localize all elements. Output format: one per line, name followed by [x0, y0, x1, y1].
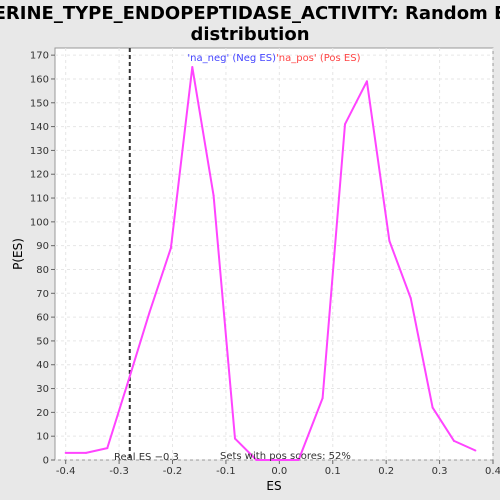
es-data-point: [127, 380, 130, 383]
grid-lines: [55, 48, 494, 461]
es-data-point: [234, 437, 237, 440]
es-data-point: [212, 194, 215, 197]
es-data-point: [191, 66, 194, 69]
y-tick-label: 60: [36, 313, 49, 324]
y-tick-label: 40: [36, 360, 49, 371]
x-tick-label: -0.2: [163, 466, 183, 477]
x-tick-label: 0.1: [325, 466, 341, 477]
es-data-point: [255, 459, 258, 461]
x-tick-label: -0.3: [109, 466, 129, 477]
plot-area: [54, 47, 494, 461]
es-data-point: [388, 239, 391, 242]
es-data-point: [297, 459, 300, 461]
chart-title-line1: SERINE_TYPE_ENDOPEPTIDASE_ACTIVITY: Rand…: [0, 3, 500, 24]
es-data-point: [106, 447, 109, 450]
y-tick-label: 120: [30, 170, 49, 181]
es-data-point: [148, 311, 151, 314]
x-tick-label: -0.1: [216, 466, 236, 477]
x-axis-label: ES: [266, 479, 281, 493]
chart-title-line2: distribution: [190, 24, 309, 45]
es-data-point: [474, 449, 477, 452]
es-data-point: [84, 451, 87, 454]
y-tick-label: 50: [36, 336, 49, 347]
es-data-point: [64, 451, 67, 454]
y-tick-label: 0: [43, 456, 49, 467]
y-tick-label: 160: [30, 74, 49, 85]
es-data-point: [344, 123, 347, 126]
y-tick-label: 140: [30, 122, 49, 133]
pos-scores-annotation: Sets with pos scores: 52%: [220, 451, 351, 462]
y-tick-label: 150: [30, 98, 49, 109]
real-es-annotation: Real ES −0.3: [114, 452, 179, 463]
y-tick-label: 70: [36, 289, 49, 300]
x-tick-label: 0.2: [378, 466, 394, 477]
es-series-line: [65, 66, 476, 461]
y-tick-label: 90: [36, 241, 49, 252]
y-tick-label: 10: [36, 432, 49, 443]
y-axis-label: P(ES): [11, 238, 25, 270]
x-tick-label: -0.4: [56, 466, 76, 477]
es-data-point: [409, 297, 412, 300]
x-tick-label: 0.4: [485, 466, 500, 477]
es-data-point: [276, 459, 279, 461]
y-tick-label: 130: [30, 146, 49, 157]
y-tick-label: 110: [30, 194, 49, 205]
es-data-point: [321, 397, 324, 400]
series-layer: [64, 66, 477, 461]
es-data-point: [365, 80, 368, 83]
legend-neg-label: 'na_neg' (Neg ES): [187, 53, 276, 64]
y-axis-ticks: 0 10 20 30 40 50 60 70 80 90 100 110 120 130 140 150 160…: [30, 51, 55, 467]
x-axis-ticks: -0.4 -0.3 -0.2 -0.1 0.0 0.1 0.2 0.3 0.4: [56, 460, 500, 477]
y-tick-label: 80: [36, 265, 49, 276]
x-tick-label: 0.0: [271, 466, 287, 477]
legend-pos-label: 'na_pos' (Pos ES): [276, 53, 361, 64]
es-data-point: [431, 406, 434, 409]
es-data-point: [169, 247, 172, 250]
es-data-point: [453, 439, 456, 442]
y-tick-label: 20: [36, 408, 49, 419]
x-tick-label: 0.3: [432, 466, 448, 477]
y-tick-label: 30: [36, 384, 49, 395]
y-tick-label: 100: [30, 217, 49, 228]
y-tick-label: 170: [30, 51, 49, 62]
